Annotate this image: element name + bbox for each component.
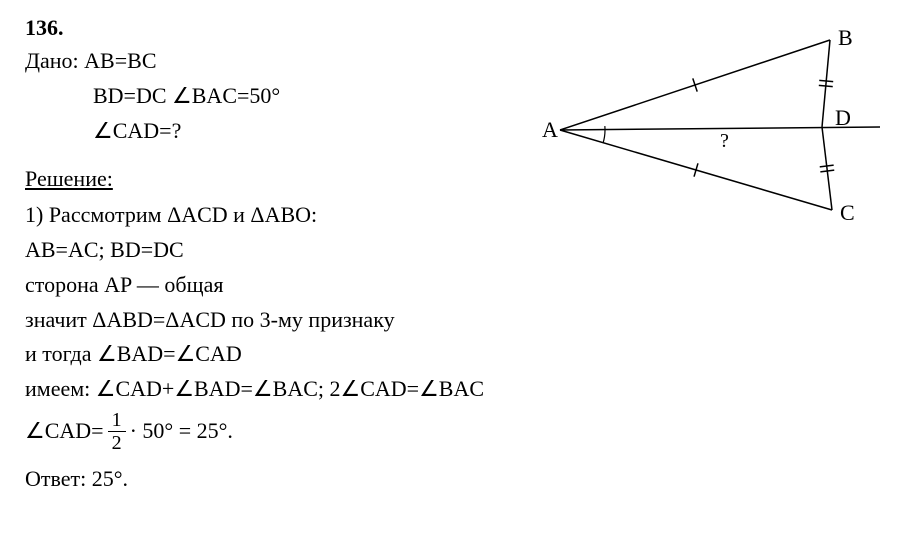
answer: Ответ: 25°.: [25, 464, 875, 495]
svg-text:C: C: [840, 200, 855, 225]
svg-text:B: B: [838, 25, 853, 50]
eq-right: · 50° = 25°.: [130, 418, 233, 444]
step-5: и тогда ∠BAD=∠CAD: [25, 339, 875, 370]
step-3: сторона AP — общая: [25, 270, 875, 301]
given-text-1: AB=BC: [84, 48, 156, 73]
frac-denominator: 2: [108, 432, 126, 454]
given-label: Дано:: [25, 48, 79, 73]
step-2: AB=AC; BD=DC: [25, 235, 875, 266]
step-6: имеем: ∠CAD+∠BAD=∠BAC; 2∠CAD=∠BAC: [25, 374, 875, 405]
svg-text:?: ?: [720, 130, 729, 152]
step-4: значит ΔABD=ΔACD по 3-му признаку: [25, 305, 875, 336]
geometry-diagram: A B C D?: [540, 25, 880, 225]
fraction: 1 2: [108, 409, 126, 454]
eq-left: ∠CAD=: [25, 418, 104, 444]
svg-text:A: A: [542, 117, 558, 142]
frac-numerator: 1: [108, 409, 126, 432]
final-equation: ∠CAD= 1 2 · 50° = 25°.: [25, 409, 875, 454]
svg-text:D: D: [835, 105, 851, 130]
